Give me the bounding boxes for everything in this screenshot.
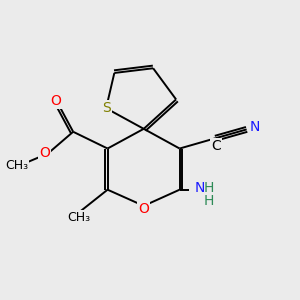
Text: CH₃: CH₃	[5, 159, 28, 172]
Text: N: N	[194, 181, 205, 195]
Text: S: S	[102, 101, 110, 115]
Text: CH₃: CH₃	[67, 211, 90, 224]
Text: N: N	[250, 120, 260, 134]
Text: O: O	[39, 146, 50, 160]
Text: H: H	[203, 181, 214, 195]
Text: H: H	[203, 194, 214, 208]
Text: O: O	[51, 94, 62, 108]
Text: O: O	[138, 202, 149, 216]
Text: C: C	[211, 140, 221, 154]
